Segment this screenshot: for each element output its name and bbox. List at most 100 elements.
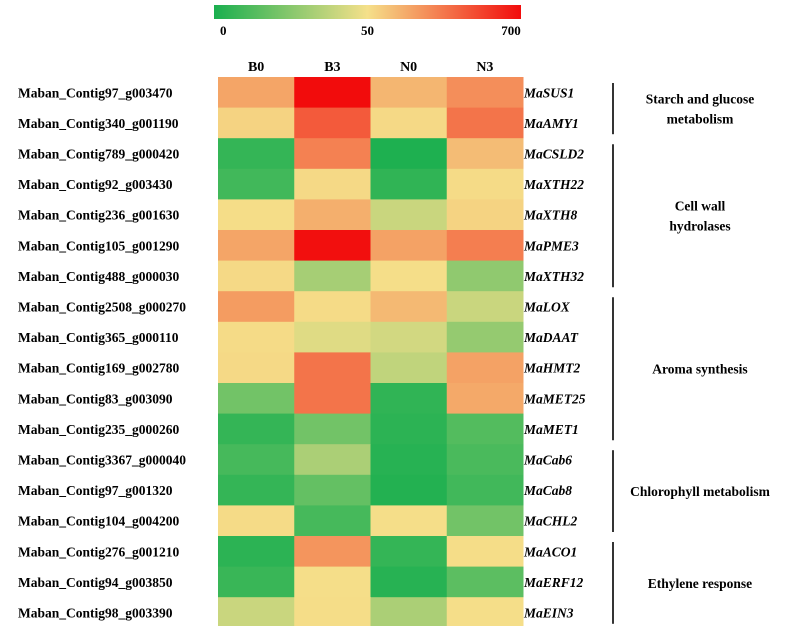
row-id-label: Maban_Contig104_g004200 <box>18 514 180 529</box>
heatmap-cell <box>370 536 448 568</box>
group-label: Starch and glucose <box>646 92 755 107</box>
group-brackets: Starch and glucose metabolism Cell wall hyd… <box>612 83 771 624</box>
heatmap-cell <box>218 77 295 109</box>
row-id-label: Maban_Contig340_g001190 <box>18 116 179 131</box>
heatmap-cell <box>446 138 524 170</box>
heatmap-cell <box>294 321 371 353</box>
heatmap-cell <box>218 352 295 384</box>
heatmap-cell <box>370 474 448 506</box>
heatmap-cell <box>218 505 295 537</box>
heatmap-cell <box>218 597 295 626</box>
heatmap-cell <box>294 566 371 598</box>
color-scale-tick-label: 700 <box>501 23 521 38</box>
color-scale-tick-label: 50 <box>361 23 374 38</box>
group-label: Aroma synthesis <box>652 362 747 377</box>
heatmap-cells <box>218 77 524 626</box>
column-header: N0 <box>400 60 417 75</box>
heatmap-cell <box>294 138 371 170</box>
heatmap-cell <box>446 352 524 384</box>
heatmap-cell <box>446 536 524 568</box>
gene-name-label: MaXTH22 <box>523 177 584 192</box>
row-id-label: Maban_Contig105_g001290 <box>18 238 180 253</box>
heatmap-cell <box>294 230 371 262</box>
heatmap-cell <box>446 168 524 200</box>
gene-name-label: MaMET1 <box>523 422 579 437</box>
heatmap-cell <box>370 260 448 292</box>
heatmap-cell <box>218 230 295 262</box>
column-header: B0 <box>248 60 264 75</box>
gene-name-label: MaACO1 <box>523 544 577 559</box>
heatmap-cell <box>218 107 295 139</box>
heatmap-cell <box>218 291 295 323</box>
heatmap-cell <box>294 413 371 445</box>
heatmap-cell <box>446 107 524 139</box>
heatmap-cell <box>294 444 371 476</box>
column-headers: B0 B3 N0 N3 <box>248 60 493 75</box>
heatmap-cell <box>446 321 524 353</box>
heatmap-cell <box>370 138 448 170</box>
row-id-label: Maban_Contig365_g000110 <box>18 330 179 345</box>
row-id-label: Maban_Contig488_g000030 <box>18 269 180 284</box>
heatmap-cell <box>370 444 448 476</box>
row-id-label: Maban_Contig83_g003090 <box>18 391 173 406</box>
column-header: B3 <box>324 60 340 75</box>
heatmap-cell <box>218 566 295 598</box>
heatmap-cell <box>446 199 524 231</box>
heatmap-cell <box>370 199 448 231</box>
heatmap-cell <box>370 291 448 323</box>
gene-name-label: MaCab8 <box>523 483 572 498</box>
heatmap-cell <box>294 291 371 323</box>
heatmap-cell <box>370 413 448 445</box>
gene-name-labels: MaSUS1 MaAMY1 MaCSLD2 MaXTH22 MaXTH8 MaPME3 Ma… <box>523 85 586 620</box>
heatmap-cell <box>446 383 524 415</box>
gene-name-label: MaSUS1 <box>523 85 574 100</box>
heatmap-cell <box>294 597 371 626</box>
row-id-label: Maban_Contig789_g000420 <box>18 147 180 162</box>
heatmap-cell <box>370 566 448 598</box>
gene-name-label: MaEIN3 <box>523 606 574 621</box>
heatmap-cell <box>446 444 524 476</box>
heatmap-cell <box>370 321 448 353</box>
gene-name-label: MaAMY1 <box>523 116 579 131</box>
group-label: Cell wall <box>675 199 726 214</box>
heatmap-cell <box>294 260 371 292</box>
group-label: Chlorophyll metabolism <box>630 484 770 499</box>
color-scale-bar: 0 50 700 <box>214 5 521 38</box>
gene-name-label: MaDAAT <box>523 330 579 345</box>
gene-name-label: MaPME3 <box>523 238 579 253</box>
heatmap-cell <box>446 413 524 445</box>
row-id-labels: Maban_Contig97_g003470 Maban_Contig340_g0… <box>18 85 186 620</box>
gene-name-label: MaCSLD2 <box>523 147 584 162</box>
heatmap-cell <box>446 291 524 323</box>
group-label: hydrolases <box>669 219 730 234</box>
heatmap-cell <box>446 77 524 109</box>
heatmap-cell <box>218 168 295 200</box>
row-id-label: Maban_Contig97_g003470 <box>18 85 173 100</box>
gene-name-label: MaERF12 <box>523 575 584 590</box>
gene-name-label: MaCHL2 <box>523 514 578 529</box>
group-label: Ethylene response <box>648 576 752 591</box>
gene-name-label: MaHMT2 <box>523 361 581 376</box>
gene-name-label: MaCab6 <box>523 453 572 468</box>
heatmap-cell <box>218 383 295 415</box>
heatmap-cell <box>294 505 371 537</box>
heatmap-cell <box>370 77 448 109</box>
heatmap-cell <box>218 321 295 353</box>
row-id-label: Maban_Contig236_g001630 <box>18 208 180 223</box>
gene-name-label: MaMET25 <box>523 391 586 406</box>
heatmap-cell <box>294 107 371 139</box>
heatmap-cell <box>446 597 524 626</box>
heatmap-cell <box>218 413 295 445</box>
heatmap-cell <box>218 444 295 476</box>
heatmap-cell <box>446 260 524 292</box>
group-label: metabolism <box>667 112 734 127</box>
row-id-label: Maban_Contig94_g003850 <box>18 575 173 590</box>
heatmap-cell <box>218 199 295 231</box>
heatmap-cell <box>218 138 295 170</box>
heatmap-cell <box>370 168 448 200</box>
heatmap-cell <box>446 505 524 537</box>
row-id-label: Maban_Contig3367_g000040 <box>18 453 186 468</box>
gene-name-label: MaLOX <box>523 300 571 315</box>
row-id-label: Maban_Contig235_g000260 <box>18 422 180 437</box>
